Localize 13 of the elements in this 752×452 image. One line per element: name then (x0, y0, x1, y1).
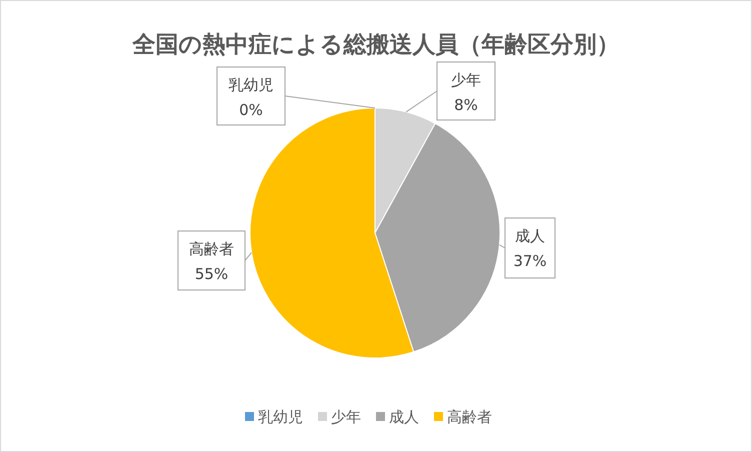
data-label: 8% (454, 96, 478, 114)
slice-label: 高齢者 (189, 240, 234, 258)
slice-label: 成人 (515, 227, 545, 245)
data-label: 55% (194, 265, 228, 283)
slice-label: 少年 (451, 71, 481, 89)
legend-label: 乳幼児 (258, 408, 303, 426)
legend-label: 成人 (389, 408, 419, 426)
legend-label: 少年 (331, 408, 361, 426)
text: 0% (239, 101, 263, 119)
data-label: 37% (513, 252, 547, 270)
legend-label: 高齢者 (447, 408, 492, 426)
chart-title: 全国の熱中症による総搬送人員（年齢区分別） (132, 32, 620, 58)
category-label: 乳幼児 (228, 76, 274, 94)
